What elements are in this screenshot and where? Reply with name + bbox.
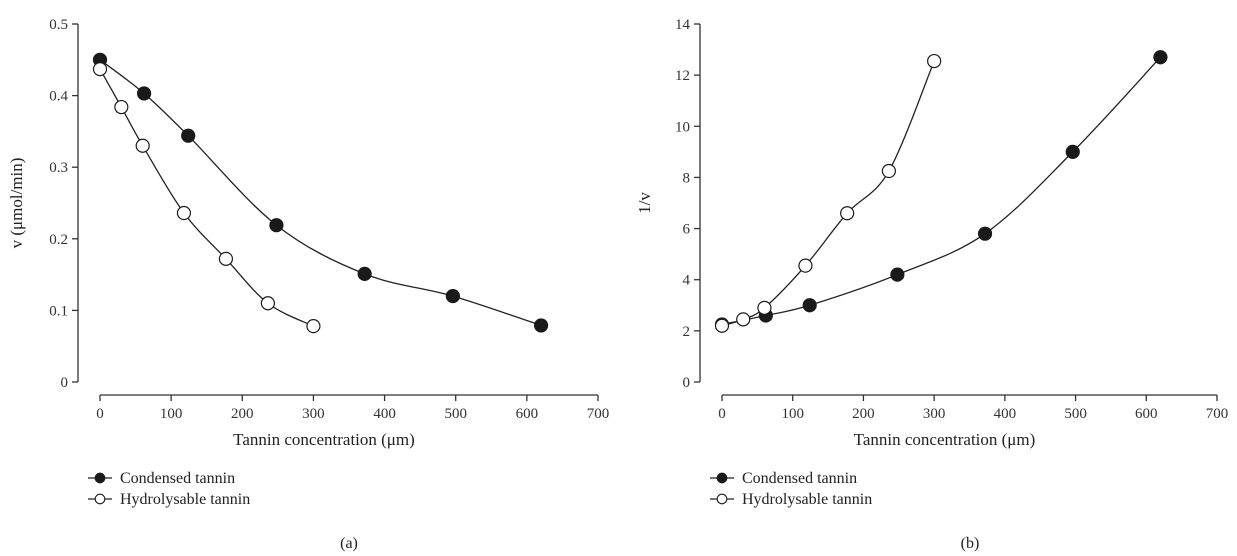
data-point-open: [114, 99, 129, 115]
x-tick-label: 700: [1206, 406, 1229, 422]
y-tick-label: 0.1: [49, 303, 68, 319]
legend-marker: [94, 472, 106, 484]
x-tick-label: 100: [160, 406, 183, 422]
series-line-1: [99, 59, 542, 327]
x-tick-label: 400: [994, 406, 1017, 422]
x-tick-label: 700: [587, 406, 610, 422]
data-point-open: [135, 138, 150, 153]
y-tick-label: 14: [675, 17, 691, 33]
data-point-open: [218, 251, 234, 266]
data-point-open: [306, 319, 321, 334]
x-tick-label: 300: [923, 406, 946, 422]
x-tick-label: 200: [231, 406, 254, 422]
legend-label: Condensed tannin: [120, 470, 235, 487]
data-point-open: [92, 62, 108, 77]
data-point-filled: [357, 266, 372, 281]
data-point-filled: [890, 267, 905, 282]
data-point-open: [840, 206, 855, 221]
data-point-filled: [1153, 50, 1168, 65]
y-tick-label: 2: [683, 324, 691, 340]
legend-label: Hydrolysable tannin: [742, 491, 872, 508]
x-axis-title: Tannin concentration (μm): [233, 430, 415, 449]
series-line-2: [721, 60, 935, 327]
data-point-open: [881, 163, 896, 179]
y-tick-label: 0.3: [49, 160, 68, 176]
x-tick-label: 100: [781, 406, 804, 422]
y-axis-title: 1/v: [635, 192, 654, 214]
data-point-filled: [1065, 144, 1080, 159]
y-tick-label: 0.2: [49, 232, 68, 248]
x-tick-label: 300: [302, 406, 325, 422]
data-point-open: [798, 258, 813, 273]
data-point-open: [714, 318, 730, 333]
panel-label: (a): [340, 535, 358, 552]
legend-label: Hydrolysable tannin: [120, 491, 250, 508]
data-point-filled: [269, 218, 284, 233]
data-point-filled: [137, 86, 152, 101]
data-point-open: [757, 300, 772, 315]
y-axis-title: v (μmol/min): [7, 158, 26, 249]
legend-marker: [94, 493, 106, 505]
data-point-filled: [977, 226, 993, 241]
x-tick-label: 500: [444, 406, 467, 422]
x-tick-label: 400: [373, 406, 396, 422]
y-tick-label: 6: [683, 222, 691, 238]
legend-marker: [716, 493, 728, 505]
legend-marker: [716, 472, 728, 484]
data-point-filled: [181, 128, 196, 143]
x-tick-label: 600: [1135, 406, 1158, 422]
y-tick-label: 0: [61, 375, 69, 391]
data-point-open: [736, 312, 751, 327]
y-tick-label: 12: [675, 68, 690, 84]
data-point-filled: [802, 298, 817, 313]
data-point-open: [260, 296, 275, 311]
series-line-2: [99, 68, 314, 327]
y-tick-label: 10: [675, 119, 690, 135]
y-tick-label: 4: [683, 273, 691, 289]
x-tick-label: 0: [718, 406, 726, 422]
chart-panel-2: 0 2 4 6 8 10 12 14 0 100 200 300 400 500 600 700 Tannin …: [635, 17, 1228, 552]
x-tick-label: 500: [1064, 406, 1087, 422]
legend-label: Condensed tannin: [742, 470, 857, 487]
data-point-filled: [445, 288, 460, 304]
y-tick-label: 0.4: [49, 89, 68, 105]
x-axis-title: Tannin concentration (μm): [854, 430, 1036, 449]
x-tick-label: 0: [96, 406, 104, 422]
data-point-filled: [533, 318, 549, 333]
panel-label: (b): [961, 535, 980, 552]
data-point-open: [176, 205, 192, 221]
x-tick-label: 600: [516, 406, 539, 422]
data-point-open: [927, 53, 942, 69]
y-tick-label: 0.5: [49, 17, 68, 33]
chart-panel-1: 0 0.1 0.2 0.3 0.4 0.5 0 100 200 300 400 500 600 700 Ta…: [7, 17, 609, 552]
x-tick-label: 200: [852, 406, 875, 422]
y-tick-label: 8: [683, 170, 691, 186]
y-tick-label: 0: [683, 375, 691, 391]
